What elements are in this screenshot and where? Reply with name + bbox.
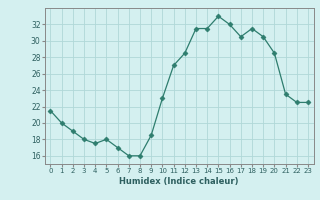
X-axis label: Humidex (Indice chaleur): Humidex (Indice chaleur) [119, 177, 239, 186]
